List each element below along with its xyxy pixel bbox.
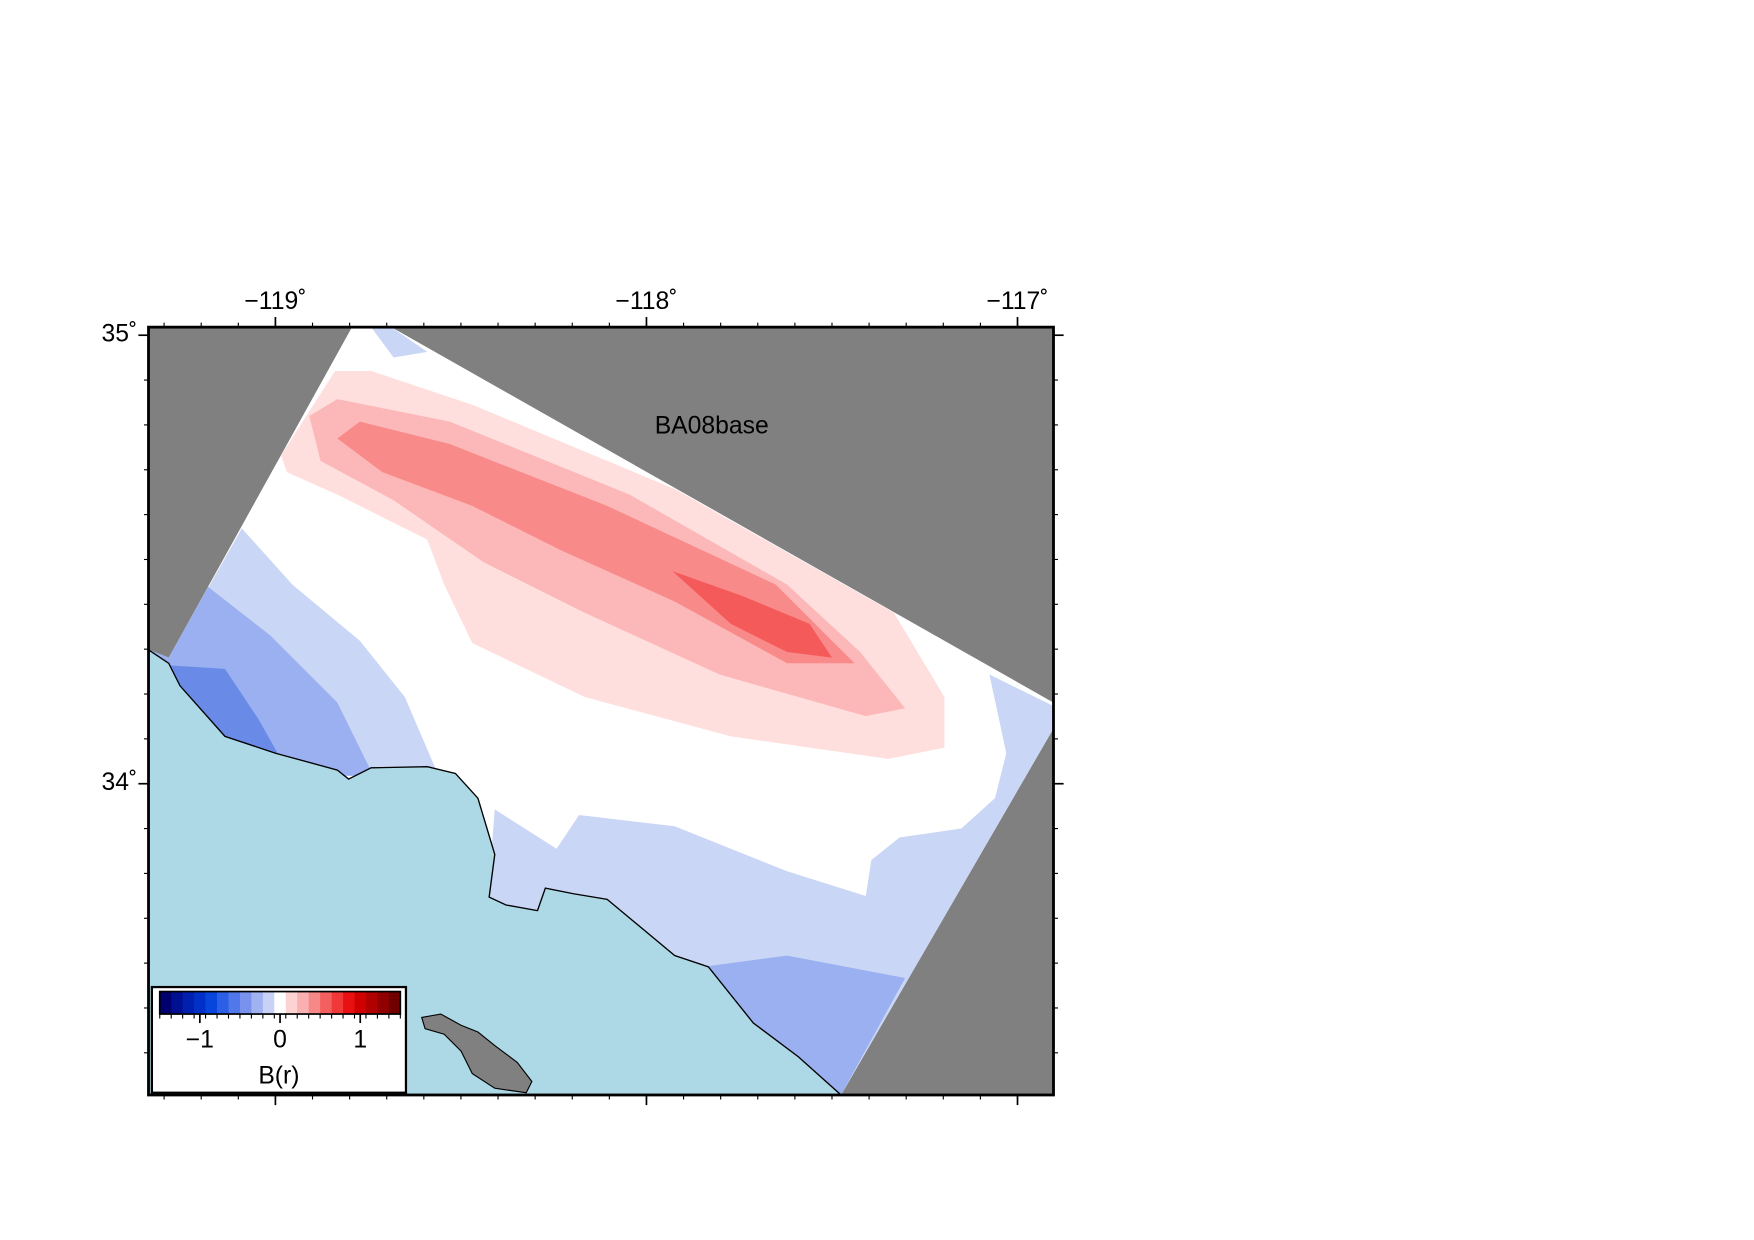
colorbar-cell bbox=[171, 991, 184, 1015]
colorbar-cell bbox=[308, 991, 321, 1015]
colorbar-cell bbox=[194, 991, 206, 1015]
colorbar-tick-label: 0 bbox=[273, 1027, 287, 1054]
colorbar-cell bbox=[320, 991, 332, 1015]
colorbar-cell bbox=[297, 991, 310, 1015]
colorbar-cell bbox=[251, 991, 264, 1015]
colorbar-cell bbox=[205, 991, 218, 1015]
colorbar-cell bbox=[331, 991, 344, 1015]
colorbar-label: B(r) bbox=[258, 1063, 299, 1090]
ocean bbox=[147, 648, 843, 1096]
island bbox=[420, 1013, 533, 1094]
contour-band bbox=[371, 327, 428, 358]
colorbar-cell bbox=[217, 991, 229, 1015]
lat-tick-label: 34˚ bbox=[102, 769, 138, 796]
colorbar-cell bbox=[239, 991, 252, 1015]
map-area bbox=[147, 325, 1055, 1097]
colorbar-cell bbox=[388, 991, 401, 1015]
colorbar-cell bbox=[343, 991, 355, 1015]
colorbar-cell bbox=[377, 991, 390, 1015]
colorbar-cell bbox=[262, 991, 275, 1015]
lat-tick-label: 35˚ bbox=[102, 321, 138, 348]
colorbar-tick-label: 1 bbox=[353, 1027, 367, 1054]
colorbar-cell bbox=[354, 991, 367, 1015]
colorbar-cell bbox=[228, 991, 241, 1015]
lon-tick-label: −118˚ bbox=[615, 288, 677, 315]
colorbar-tick-label: −1 bbox=[186, 1027, 214, 1054]
colorbar-cell bbox=[159, 991, 172, 1015]
lon-tick-label: −117˚ bbox=[986, 288, 1048, 315]
colorbar-cell bbox=[285, 991, 298, 1015]
colorbar-cell bbox=[274, 991, 287, 1015]
colorbar-cell bbox=[365, 991, 378, 1015]
map-title: BA08base bbox=[655, 413, 769, 440]
map-frame bbox=[147, 325, 1055, 1097]
lon-tick-label: −119˚ bbox=[244, 288, 306, 315]
contour-band bbox=[672, 571, 833, 658]
colorbar-cell bbox=[182, 991, 195, 1015]
